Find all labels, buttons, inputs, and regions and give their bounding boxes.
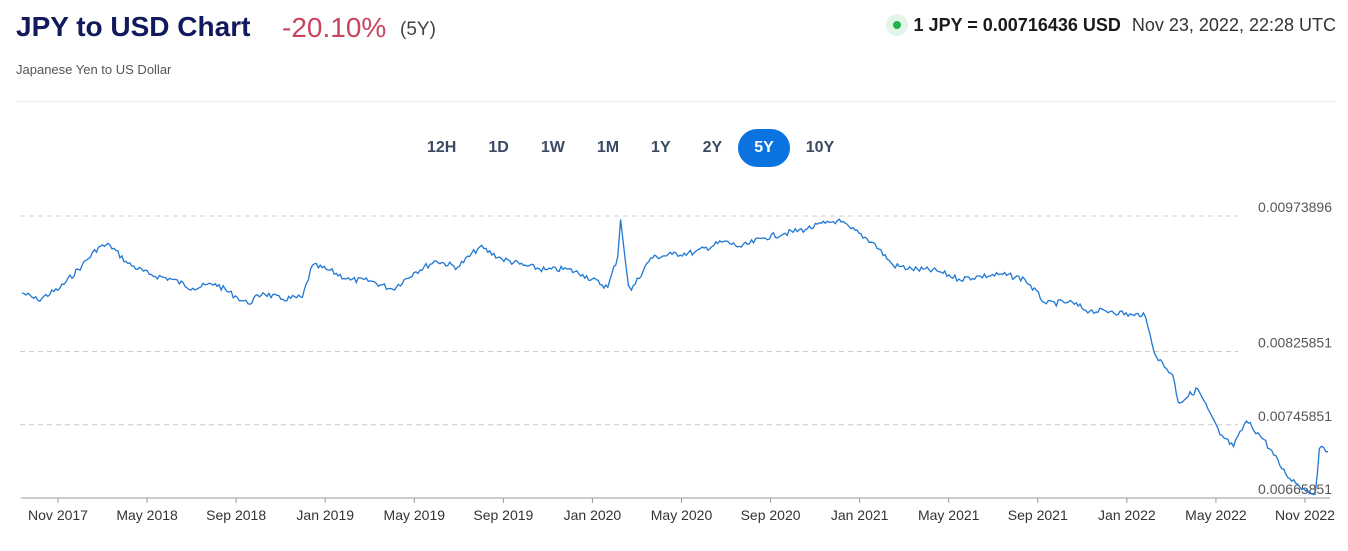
- rate-value: 1 JPY = 0.00716436 USD: [913, 14, 1121, 35]
- price-chart[interactable]: 0.00973896 0.00825851 0.00745851 0.00665851…: [0, 180, 1348, 540]
- y-tick-label: 0.00973896: [1258, 199, 1332, 215]
- x-tick-label: Sep 2021: [1008, 507, 1068, 523]
- x-tick-label: Sep 2018: [206, 507, 266, 523]
- header-divider: [16, 101, 1336, 102]
- chart-subtitle: Japanese Yen to US Dollar: [16, 62, 172, 77]
- page-title: JPY to USD Chart: [16, 11, 251, 42]
- x-tick-label: Jan 2021: [831, 507, 889, 523]
- series-line: [21, 218, 1328, 496]
- x-tick-label: Nov 2017: [28, 507, 88, 523]
- percent-change: -20.10%: [282, 12, 387, 43]
- x-tick-label: Sep 2020: [741, 507, 801, 523]
- x-tick-label: Jan 2020: [564, 507, 622, 523]
- tab-12h[interactable]: 12H: [427, 139, 457, 156]
- x-tick-label: May 2021: [918, 507, 980, 523]
- rate-timestamp: Nov 23, 2022, 22:28 UTC: [1131, 14, 1336, 35]
- period-label: (5Y): [400, 19, 436, 40]
- tab-1w[interactable]: 1W: [540, 139, 565, 156]
- tab-5y[interactable]: 5Y: [738, 129, 790, 167]
- x-tick-label: May 2019: [384, 507, 446, 523]
- y-tick-label: 0.00665851: [1258, 481, 1332, 497]
- x-tick-label: May 2018: [116, 507, 178, 523]
- tab-2y[interactable]: 2Y: [702, 139, 723, 156]
- tab-1m[interactable]: 1M: [596, 139, 620, 156]
- x-tick-label: Sep 2019: [473, 507, 533, 523]
- live-indicator-icon: [885, 14, 908, 36]
- x-tick-label: Jan 2022: [1098, 507, 1156, 523]
- y-tick-label: 0.00825851: [1258, 335, 1332, 351]
- tab-1d[interactable]: 1D: [488, 139, 509, 156]
- chart-header: JPY to USD Chart -20.10% (5Y) 1 JPY = 0.…: [16, 8, 1336, 48]
- x-tick-label: Jan 2019: [296, 507, 354, 523]
- x-tick-label: May 2020: [651, 507, 713, 523]
- y-tick-label: 0.00745851: [1258, 408, 1332, 424]
- x-tick-label: Nov 2022: [1275, 507, 1335, 523]
- x-tick-label: May 2022: [1185, 507, 1247, 523]
- tab-10y[interactable]: 10Y: [805, 139, 835, 156]
- live-rate: 1 JPY = 0.00716436 USD Nov 23, 2022, 22:…: [885, 14, 1336, 36]
- range-tabs: 12H 1D 1W 1M 1Y 2Y 5Y 10Y: [411, 129, 850, 167]
- tab-1y[interactable]: 1Y: [651, 139, 671, 156]
